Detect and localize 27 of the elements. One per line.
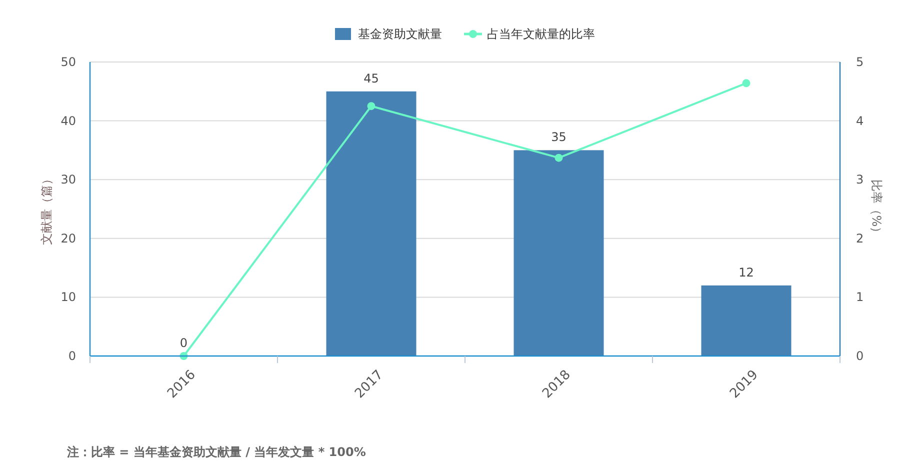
bar — [326, 91, 416, 356]
point — [367, 102, 376, 110]
y-tick-label: 0 — [68, 349, 76, 363]
bar — [701, 285, 792, 356]
y2-tick-label: 1 — [856, 290, 864, 304]
point — [742, 79, 750, 88]
legend-label: 占当年文献量的比率 — [487, 27, 595, 41]
y2-tick-label: 4 — [856, 114, 864, 128]
y-tick-label: 10 — [60, 290, 76, 304]
data-label: 35 — [551, 130, 566, 144]
y-tick-label: 40 — [60, 114, 76, 128]
y-tick-label: 30 — [60, 172, 76, 187]
y2-tick-label: 0 — [856, 349, 864, 363]
data-label: 45 — [364, 71, 379, 86]
data-label: 0 — [180, 336, 188, 350]
y-tick-label: 20 — [60, 231, 76, 246]
y-tick-label: 50 — [60, 55, 76, 69]
y2-tick-label: 5 — [856, 55, 864, 69]
y2-tick-label: 3 — [856, 172, 864, 187]
point — [554, 154, 563, 162]
bar — [514, 150, 604, 356]
y2-tick-label: 2 — [856, 231, 864, 246]
legend-label: 基金资助文献量 — [358, 27, 442, 41]
y-axis-title: 文献量（篇） — [39, 173, 54, 245]
y2-axis-title: 比率（%） — [870, 179, 884, 239]
data-label: 12 — [738, 265, 754, 280]
text: 注：比率 = 当年基金资助文献量 / 当年发文量 * 100% — [66, 445, 366, 459]
